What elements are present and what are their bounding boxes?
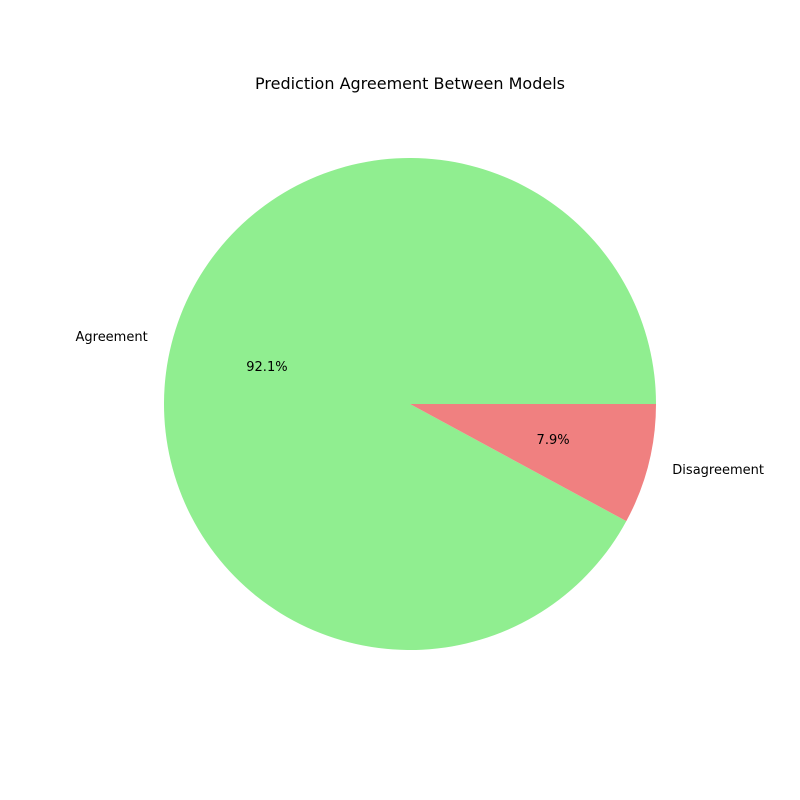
pie-slices [163,157,657,650]
slice-percent-disagreement: 7.9% [537,433,570,448]
pie-labels: Agreement 92.1% Disagreement 7.9% [75,330,763,478]
chart-title: Prediction Agreement Between Models [255,74,565,93]
slice-percent-agreement: 92.1% [246,360,287,375]
slice-label-disagreement: Disagreement [672,463,764,478]
slice-label-agreement: Agreement [75,330,147,345]
pie-slice-disagreement [410,404,656,522]
